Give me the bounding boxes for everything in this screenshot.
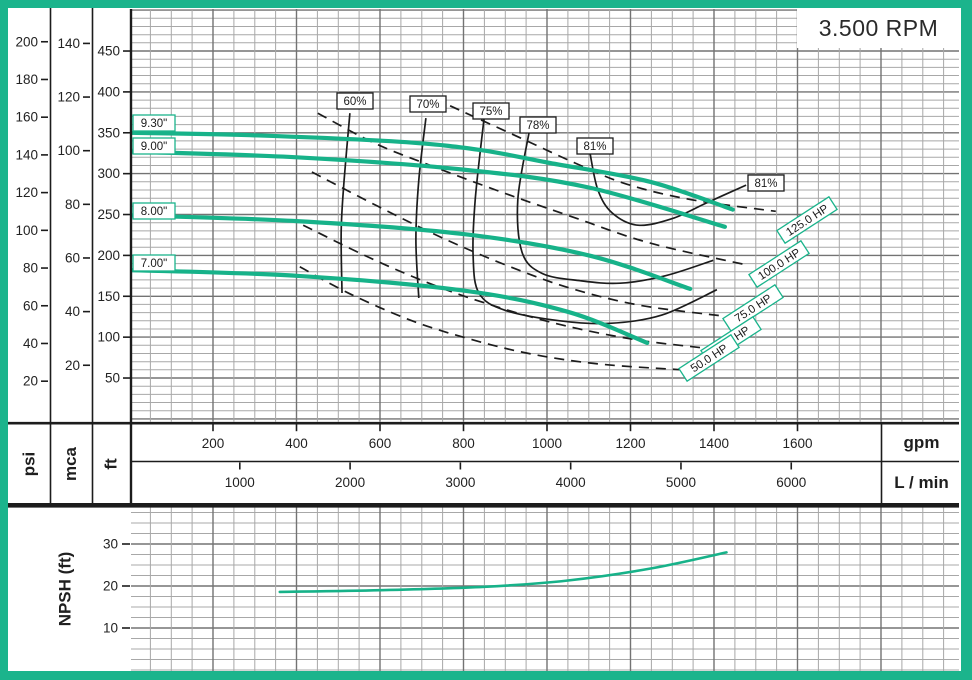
svg-text:140: 140 <box>15 147 38 162</box>
svg-text:10: 10 <box>103 621 118 636</box>
head-curves <box>131 130 735 345</box>
svg-text:100: 100 <box>57 143 80 158</box>
rpm-label: 3.500 RPM <box>797 9 960 48</box>
curve-label: 70% <box>409 95 447 113</box>
npsh-series <box>278 551 728 594</box>
svg-text:1400: 1400 <box>699 436 729 451</box>
svg-text:40: 40 <box>65 304 80 319</box>
power-curve-500 <box>299 266 682 371</box>
svg-text:60%: 60% <box>343 96 366 108</box>
svg-text:300: 300 <box>97 166 120 181</box>
power-curve-750 <box>311 171 723 317</box>
head-curve-700 <box>131 268 650 345</box>
svg-text:80: 80 <box>23 261 38 276</box>
svg-text:120: 120 <box>57 90 80 105</box>
svg-text:8.00": 8.00" <box>141 206 167 218</box>
svg-text:400: 400 <box>285 436 308 451</box>
unit-ft-text: ft <box>101 457 121 470</box>
svg-text:40: 40 <box>23 336 38 351</box>
unit-mca-label: mca <box>50 424 93 503</box>
svg-text:450: 450 <box>97 44 120 59</box>
svg-text:120: 120 <box>15 185 38 200</box>
svg-text:2000: 2000 <box>335 475 365 490</box>
curve-label: 8.00" <box>132 202 176 220</box>
svg-text:600: 600 <box>369 436 392 451</box>
svg-text:4000: 4000 <box>556 475 586 490</box>
svg-text:1600: 1600 <box>782 436 812 451</box>
svg-text:81%: 81% <box>754 178 777 190</box>
svg-text:160: 160 <box>15 110 38 125</box>
borders <box>8 8 959 508</box>
svg-text:200: 200 <box>202 436 225 451</box>
svg-text:6000: 6000 <box>776 475 806 490</box>
efficiency-curve-75 <box>472 118 718 325</box>
tick-marks <box>41 40 799 629</box>
svg-text:400: 400 <box>97 84 120 99</box>
efficiency-curves <box>340 113 747 325</box>
svg-text:250: 250 <box>97 207 120 222</box>
head-curve-930 <box>131 130 735 212</box>
svg-text:140: 140 <box>57 36 80 51</box>
curve-label: 81% <box>576 137 614 155</box>
svg-text:200: 200 <box>15 34 38 49</box>
curve-label: 60% <box>336 92 374 110</box>
svg-text:20: 20 <box>103 579 118 594</box>
flow-unit-lmin-label: L / min <box>894 472 949 492</box>
svg-text:50: 50 <box>105 371 120 386</box>
flow-unit-gpm-label: gpm <box>903 433 940 452</box>
svg-text:150: 150 <box>97 289 120 304</box>
curve-label: 7.00" <box>132 254 176 272</box>
svg-text:1200: 1200 <box>615 436 645 451</box>
head-curve-900 <box>131 149 727 229</box>
svg-text:350: 350 <box>97 125 120 140</box>
svg-text:60: 60 <box>23 298 38 313</box>
svg-text:78%: 78% <box>526 120 549 132</box>
npsh-curve <box>278 551 728 594</box>
svg-text:70%: 70% <box>416 99 439 111</box>
svg-text:5000: 5000 <box>666 475 696 490</box>
head-curve-800 <box>131 213 693 291</box>
svg-text:80: 80 <box>65 197 80 212</box>
svg-text:7.00": 7.00" <box>141 258 167 270</box>
unit-mca-text: mca <box>61 446 81 481</box>
svg-text:60: 60 <box>65 250 80 265</box>
unit-psi-text: psi <box>19 451 38 476</box>
curve-label: 78% <box>519 116 557 134</box>
svg-text:81%: 81% <box>583 141 606 153</box>
svg-text:200: 200 <box>97 248 120 263</box>
svg-text:30: 30 <box>103 537 118 552</box>
npsh-axis-text: NPSH (ft) <box>54 551 74 627</box>
curve-label: 81% <box>747 174 785 192</box>
svg-text:800: 800 <box>452 436 475 451</box>
npsh-axis-label: NPSH (ft) <box>10 508 120 670</box>
svg-text:20: 20 <box>23 374 38 389</box>
svg-text:3000: 3000 <box>445 475 475 490</box>
svg-text:20: 20 <box>65 358 80 373</box>
svg-text:1000: 1000 <box>225 475 255 490</box>
svg-text:75%: 75% <box>479 106 502 118</box>
svg-text:9.30": 9.30" <box>141 118 167 130</box>
curve-label: 75% <box>472 102 510 120</box>
unit-psi-label: psi <box>8 424 50 503</box>
power-curve-1000 <box>317 112 748 267</box>
svg-text:180: 180 <box>15 72 38 87</box>
svg-text:1000: 1000 <box>532 436 562 451</box>
svg-text:9.00": 9.00" <box>141 141 167 153</box>
unit-ft-label: ft <box>93 424 131 503</box>
curve-label: 9.30" <box>132 114 176 132</box>
curve-label: 9.00" <box>132 137 176 155</box>
svg-text:100: 100 <box>97 330 120 345</box>
svg-text:100: 100 <box>15 223 38 238</box>
tick-labels: 20 40 60 80 100 120 140 160 180 200 20 40 60 80 100 120… <box>15 34 812 635</box>
